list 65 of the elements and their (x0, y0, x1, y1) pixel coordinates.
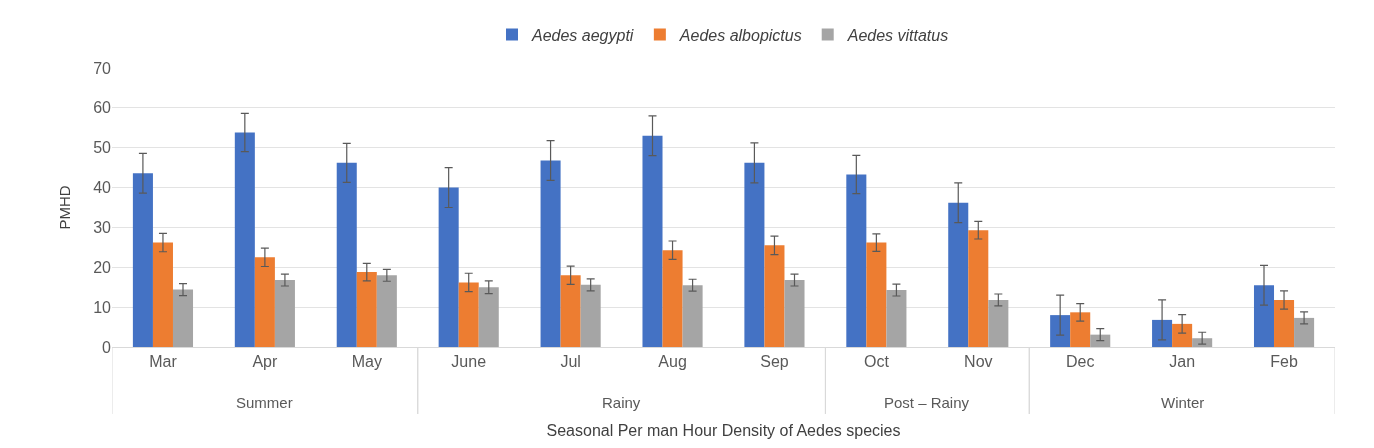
x-tick-label: Oct (863, 353, 890, 371)
bar (1090, 334, 1111, 347)
bar (458, 282, 479, 347)
legend-label: Aedes albopictus (678, 26, 802, 44)
bar (438, 187, 459, 347)
bar (478, 287, 499, 347)
x-tick-label: Apr (252, 353, 278, 371)
bar (886, 290, 907, 347)
y-tick-label: 0 (102, 338, 112, 356)
text: Rainy (602, 394, 641, 411)
y-tick-label: 40 (93, 179, 112, 197)
y-axis-title: PMHD (56, 185, 74, 230)
bar (1070, 312, 1091, 347)
x-tick-label: Aug (658, 353, 687, 371)
bar (254, 257, 275, 347)
legend-label: Aedes aegypti (531, 26, 634, 44)
bar (846, 174, 867, 347)
bar (336, 162, 357, 347)
bar (356, 272, 377, 347)
x-tick-label: Dec (1065, 353, 1095, 371)
bar (580, 284, 601, 347)
bar (560, 275, 581, 347)
text: Summer (236, 394, 293, 411)
bar (540, 160, 561, 347)
x-tick-label: Jul (560, 353, 581, 371)
y-tick-label: 50 (93, 139, 112, 157)
bar (1050, 315, 1071, 347)
bar (948, 202, 969, 347)
y-tick-label: 20 (93, 258, 112, 276)
bar (682, 285, 703, 347)
bar (1253, 285, 1275, 347)
legend-label: Aedes vittatus (846, 26, 949, 44)
y-tick-label: 30 (93, 219, 112, 237)
bar (152, 242, 173, 347)
bar (376, 275, 397, 347)
bar (1172, 323, 1193, 347)
x-tick-label: Feb (1270, 353, 1298, 371)
x-tick-label: Nov (964, 353, 993, 371)
bar (744, 162, 765, 347)
x-tick-label: Sep (760, 353, 789, 371)
bar (132, 173, 153, 347)
bar (784, 280, 805, 347)
bar (968, 230, 989, 347)
bar (866, 242, 887, 347)
x-tick-label: Jan (1169, 353, 1196, 371)
bar (1152, 319, 1173, 347)
bar (1192, 338, 1213, 347)
bar (662, 250, 683, 347)
x-tick-label: Mar (149, 353, 178, 371)
text: Post – Rainy (884, 394, 970, 411)
bar (172, 289, 194, 347)
bar (642, 135, 663, 347)
bar (274, 280, 295, 347)
y-tick-label: 10 (93, 298, 112, 316)
y-tick-label: 60 (93, 99, 112, 117)
x-axis-title: Seasonal Per man Hour Density of Aedes species (546, 421, 901, 439)
bar (1294, 317, 1315, 347)
bar (988, 299, 1009, 347)
bar (764, 245, 785, 347)
bar (1274, 299, 1295, 347)
text: Winter (1161, 394, 1205, 411)
x-tick-label: June (451, 353, 487, 371)
y-tick-label: 70 (93, 59, 112, 77)
bar (234, 132, 255, 347)
x-tick-label: May (351, 353, 382, 371)
